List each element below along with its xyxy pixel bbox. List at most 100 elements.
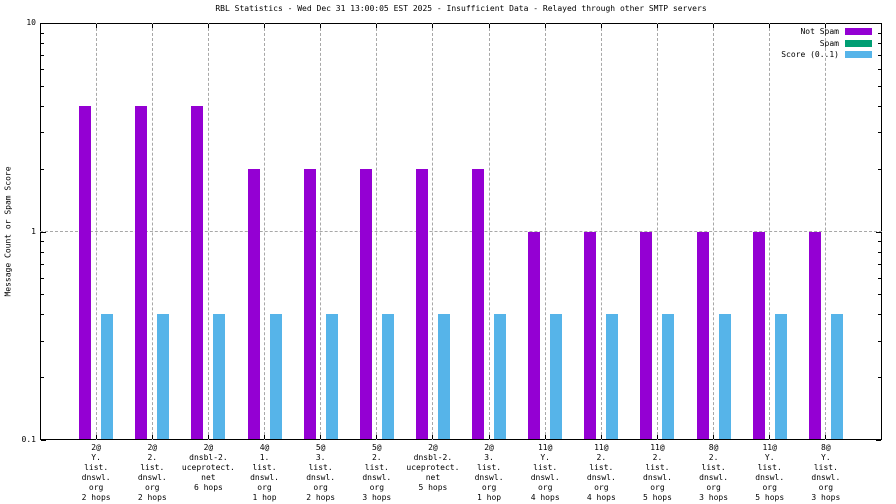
bar-score-0-1 xyxy=(213,314,226,439)
y-minor-tick xyxy=(878,43,881,45)
x-tick xyxy=(600,435,602,439)
y-minor-tick xyxy=(41,105,44,107)
bar-score-0-1 xyxy=(157,314,170,439)
x-tick xyxy=(656,435,658,439)
y-minor-tick xyxy=(878,85,881,87)
x-tick xyxy=(488,24,490,28)
y-minor-tick xyxy=(41,277,44,279)
bar-score-0-1 xyxy=(381,314,394,439)
x-tick xyxy=(656,24,658,28)
bar-score-0-1 xyxy=(774,314,787,439)
gridline-horizontal xyxy=(40,231,882,232)
bar-score-0-1 xyxy=(325,314,338,439)
y-minor-tick xyxy=(878,263,881,265)
y-minor-tick xyxy=(878,294,881,296)
bar-score-0-1 xyxy=(437,314,450,439)
y-minor-tick xyxy=(878,105,881,107)
x-tick-label: 11@ 2. list. dnswl. org 4 hops xyxy=(586,443,616,502)
bar-score-0-1 xyxy=(606,314,619,439)
bar-score-0-1 xyxy=(550,314,563,439)
bar-score-0-1 xyxy=(718,314,731,439)
y-minor-tick xyxy=(41,168,44,170)
bar-not-spam xyxy=(135,105,148,439)
y-minor-tick xyxy=(878,32,881,34)
x-tick xyxy=(264,435,266,439)
bar-not-spam xyxy=(247,168,260,439)
y-major-tick xyxy=(876,231,881,233)
y-minor-tick xyxy=(41,263,44,265)
y-minor-tick xyxy=(878,132,881,134)
x-tick xyxy=(264,24,266,28)
y-minor-tick xyxy=(41,294,44,296)
bar-score-0-1 xyxy=(662,314,675,439)
legend-label-score: Score (0..1) xyxy=(781,49,839,59)
bar-score-0-1 xyxy=(101,314,114,439)
y-minor-tick xyxy=(41,340,44,342)
y-minor-tick xyxy=(41,55,44,57)
y-minor-tick xyxy=(41,132,44,134)
x-tick xyxy=(376,24,378,28)
legend-entry-score: Score (0..1) xyxy=(781,49,872,60)
bar-not-spam xyxy=(752,231,765,439)
y-tick-label: 1 xyxy=(31,226,36,236)
bar-score-0-1 xyxy=(494,314,507,439)
x-tick xyxy=(95,435,97,439)
legend-label-spam: Spam xyxy=(819,38,839,48)
x-tick-label: 2@ dnsbl-2. uceprotect. net 6 hops xyxy=(181,443,235,492)
x-tick-label: 11@ Y. list. dnswl. org 5 hops xyxy=(755,443,785,502)
bar-not-spam xyxy=(472,168,485,439)
x-tick xyxy=(207,24,209,28)
x-tick xyxy=(207,435,209,439)
x-tick-label: 2@ 2. list. dnswl. org 2 hops xyxy=(137,443,167,502)
x-tick-label: 5@ 3. list. dnswl. org 2 hops xyxy=(306,443,336,502)
legend-label-not-spam: Not Spam xyxy=(800,27,839,37)
bar-score-0-1 xyxy=(269,314,282,439)
x-tick xyxy=(151,24,153,28)
y-major-tick xyxy=(876,440,881,441)
x-tick xyxy=(600,24,602,28)
x-tick xyxy=(713,435,715,439)
y-major-tick xyxy=(41,440,46,441)
chart-title: RBL Statistics - Wed Dec 31 13:00:05 EST… xyxy=(215,4,707,13)
bar-score-0-1 xyxy=(830,314,843,439)
y-major-tick xyxy=(876,23,881,24)
x-tick xyxy=(376,435,378,439)
x-tick xyxy=(432,24,434,28)
x-tick-label: 11@ 2. list. dnswl. org 5 hops xyxy=(643,443,672,502)
x-tick xyxy=(432,435,434,439)
bar-not-spam xyxy=(303,168,316,439)
bar-not-spam xyxy=(359,168,372,439)
x-tick-label: 8@ 2. list. dnswl. org 3 hops xyxy=(699,443,729,502)
x-tick xyxy=(544,24,546,28)
x-tick-label: 2@ Y. list. dnswl. org 2 hops xyxy=(81,443,111,502)
x-tick xyxy=(769,435,771,439)
legend: Not Spam Spam Score (0..1) xyxy=(781,26,872,60)
y-major-tick xyxy=(41,231,46,233)
x-tick-label: 8@ Y. list. dnswl. org 3 hops xyxy=(811,443,841,502)
y-minor-tick xyxy=(878,314,881,316)
y-minor-tick xyxy=(41,241,44,243)
y-minor-tick xyxy=(878,251,881,253)
x-tick-label: 4@ 1. list. dnswl. org 1 hop xyxy=(250,443,279,502)
legend-entry-not-spam: Not Spam xyxy=(781,26,872,37)
legend-swatch-spam-icon xyxy=(845,39,872,47)
y-minor-tick xyxy=(41,251,44,253)
x-tick xyxy=(713,24,715,28)
y-minor-tick xyxy=(878,340,881,342)
y-tick-label: 0.1 xyxy=(21,435,36,444)
bar-not-spam xyxy=(415,168,428,439)
x-tick xyxy=(544,435,546,439)
y-minor-tick xyxy=(878,277,881,279)
x-tick xyxy=(320,24,322,28)
x-tick xyxy=(151,435,153,439)
x-tick xyxy=(488,435,490,439)
x-tick-label: 2@ dnsbl-2. uceprotect. net 5 hops xyxy=(406,443,460,492)
bar-not-spam xyxy=(191,105,204,439)
x-tick xyxy=(95,24,97,28)
legend-entry-spam: Spam xyxy=(781,37,872,48)
x-tick xyxy=(320,435,322,439)
y-minor-tick xyxy=(878,241,881,243)
y-minor-tick xyxy=(41,377,44,379)
x-tick-label: 5@ 2. list. dnswl. org 3 hops xyxy=(362,443,392,502)
legend-swatch-score-icon xyxy=(845,50,872,58)
